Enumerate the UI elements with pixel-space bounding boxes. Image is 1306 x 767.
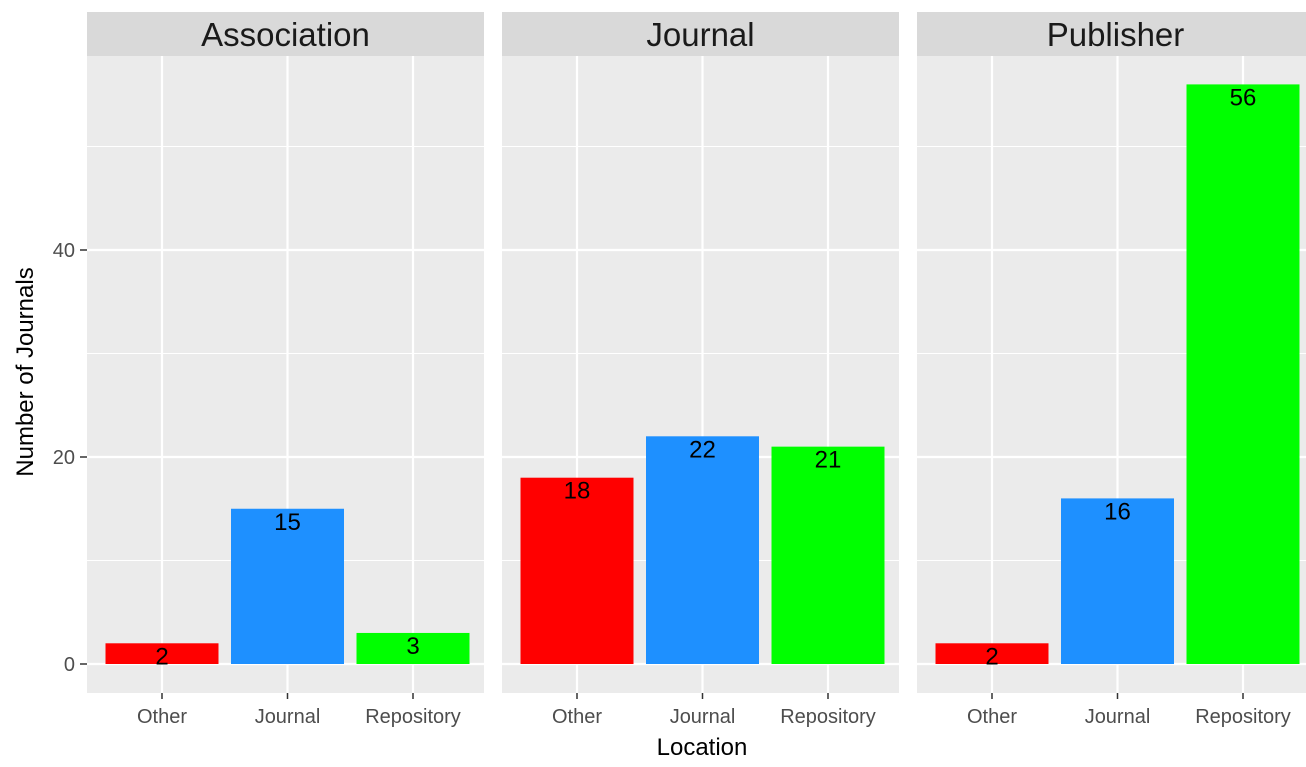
y-tick-label: 40 (53, 240, 75, 262)
data-label: 2 (985, 643, 998, 670)
x-axis-title: Location (657, 734, 748, 761)
facet-panel-journal: Journal 18 Other 22 Journal 21 Repository (502, 12, 899, 728)
facet-strip-label: Publisher (1047, 16, 1185, 53)
data-label: 3 (406, 633, 419, 660)
facet-strip (502, 12, 899, 56)
y-axis: 0 20 40 (53, 240, 87, 676)
x-tick-label: Journal (1085, 706, 1151, 728)
facet-strip (87, 12, 484, 56)
x-tick-label: Journal (255, 706, 321, 728)
x-tick-label: Other (967, 706, 1017, 728)
x-tick-label: Repository (1195, 706, 1291, 728)
facets-layer: Association2Other15Journal3RepositoryJou… (87, 12, 1306, 728)
y-axis-title: Number of Journals (12, 267, 39, 476)
facet-strip-label: Journal (646, 16, 754, 53)
x-tick-label: Other (552, 706, 602, 728)
bar-other (105, 643, 219, 664)
data-label: 15 (274, 509, 301, 536)
facet-strip (917, 12, 1306, 56)
bar-repository (356, 632, 470, 664)
facet-panel-publisher: Publisher 2 Other 16 Journal 56 Repository (917, 12, 1306, 728)
x-tick-label: Journal (670, 706, 736, 728)
data-label: 56 (1230, 84, 1257, 111)
bar-journal (231, 508, 344, 664)
data-label: 18 (564, 478, 591, 505)
x-tick-label: Other (137, 706, 187, 728)
facet-panel-association: Association 2 Other 15 Journal 3 Repository (87, 12, 484, 728)
x-tick-label: Repository (365, 706, 461, 728)
bar-other (935, 643, 1049, 664)
bar-other (520, 477, 634, 664)
bar-repository (771, 446, 885, 664)
y-tick-label: 20 (53, 447, 75, 469)
data-label: 16 (1104, 498, 1131, 525)
data-label: 21 (815, 447, 842, 474)
data-label: 22 (689, 436, 716, 463)
y-tick-label: 0 (64, 654, 75, 676)
bar-journal (646, 436, 759, 664)
data-label: 2 (155, 643, 168, 670)
x-tick-label: Repository (780, 706, 876, 728)
bar-repository (1186, 84, 1300, 664)
bar-journal (1061, 498, 1174, 664)
facet-strip-label: Association (201, 16, 370, 53)
